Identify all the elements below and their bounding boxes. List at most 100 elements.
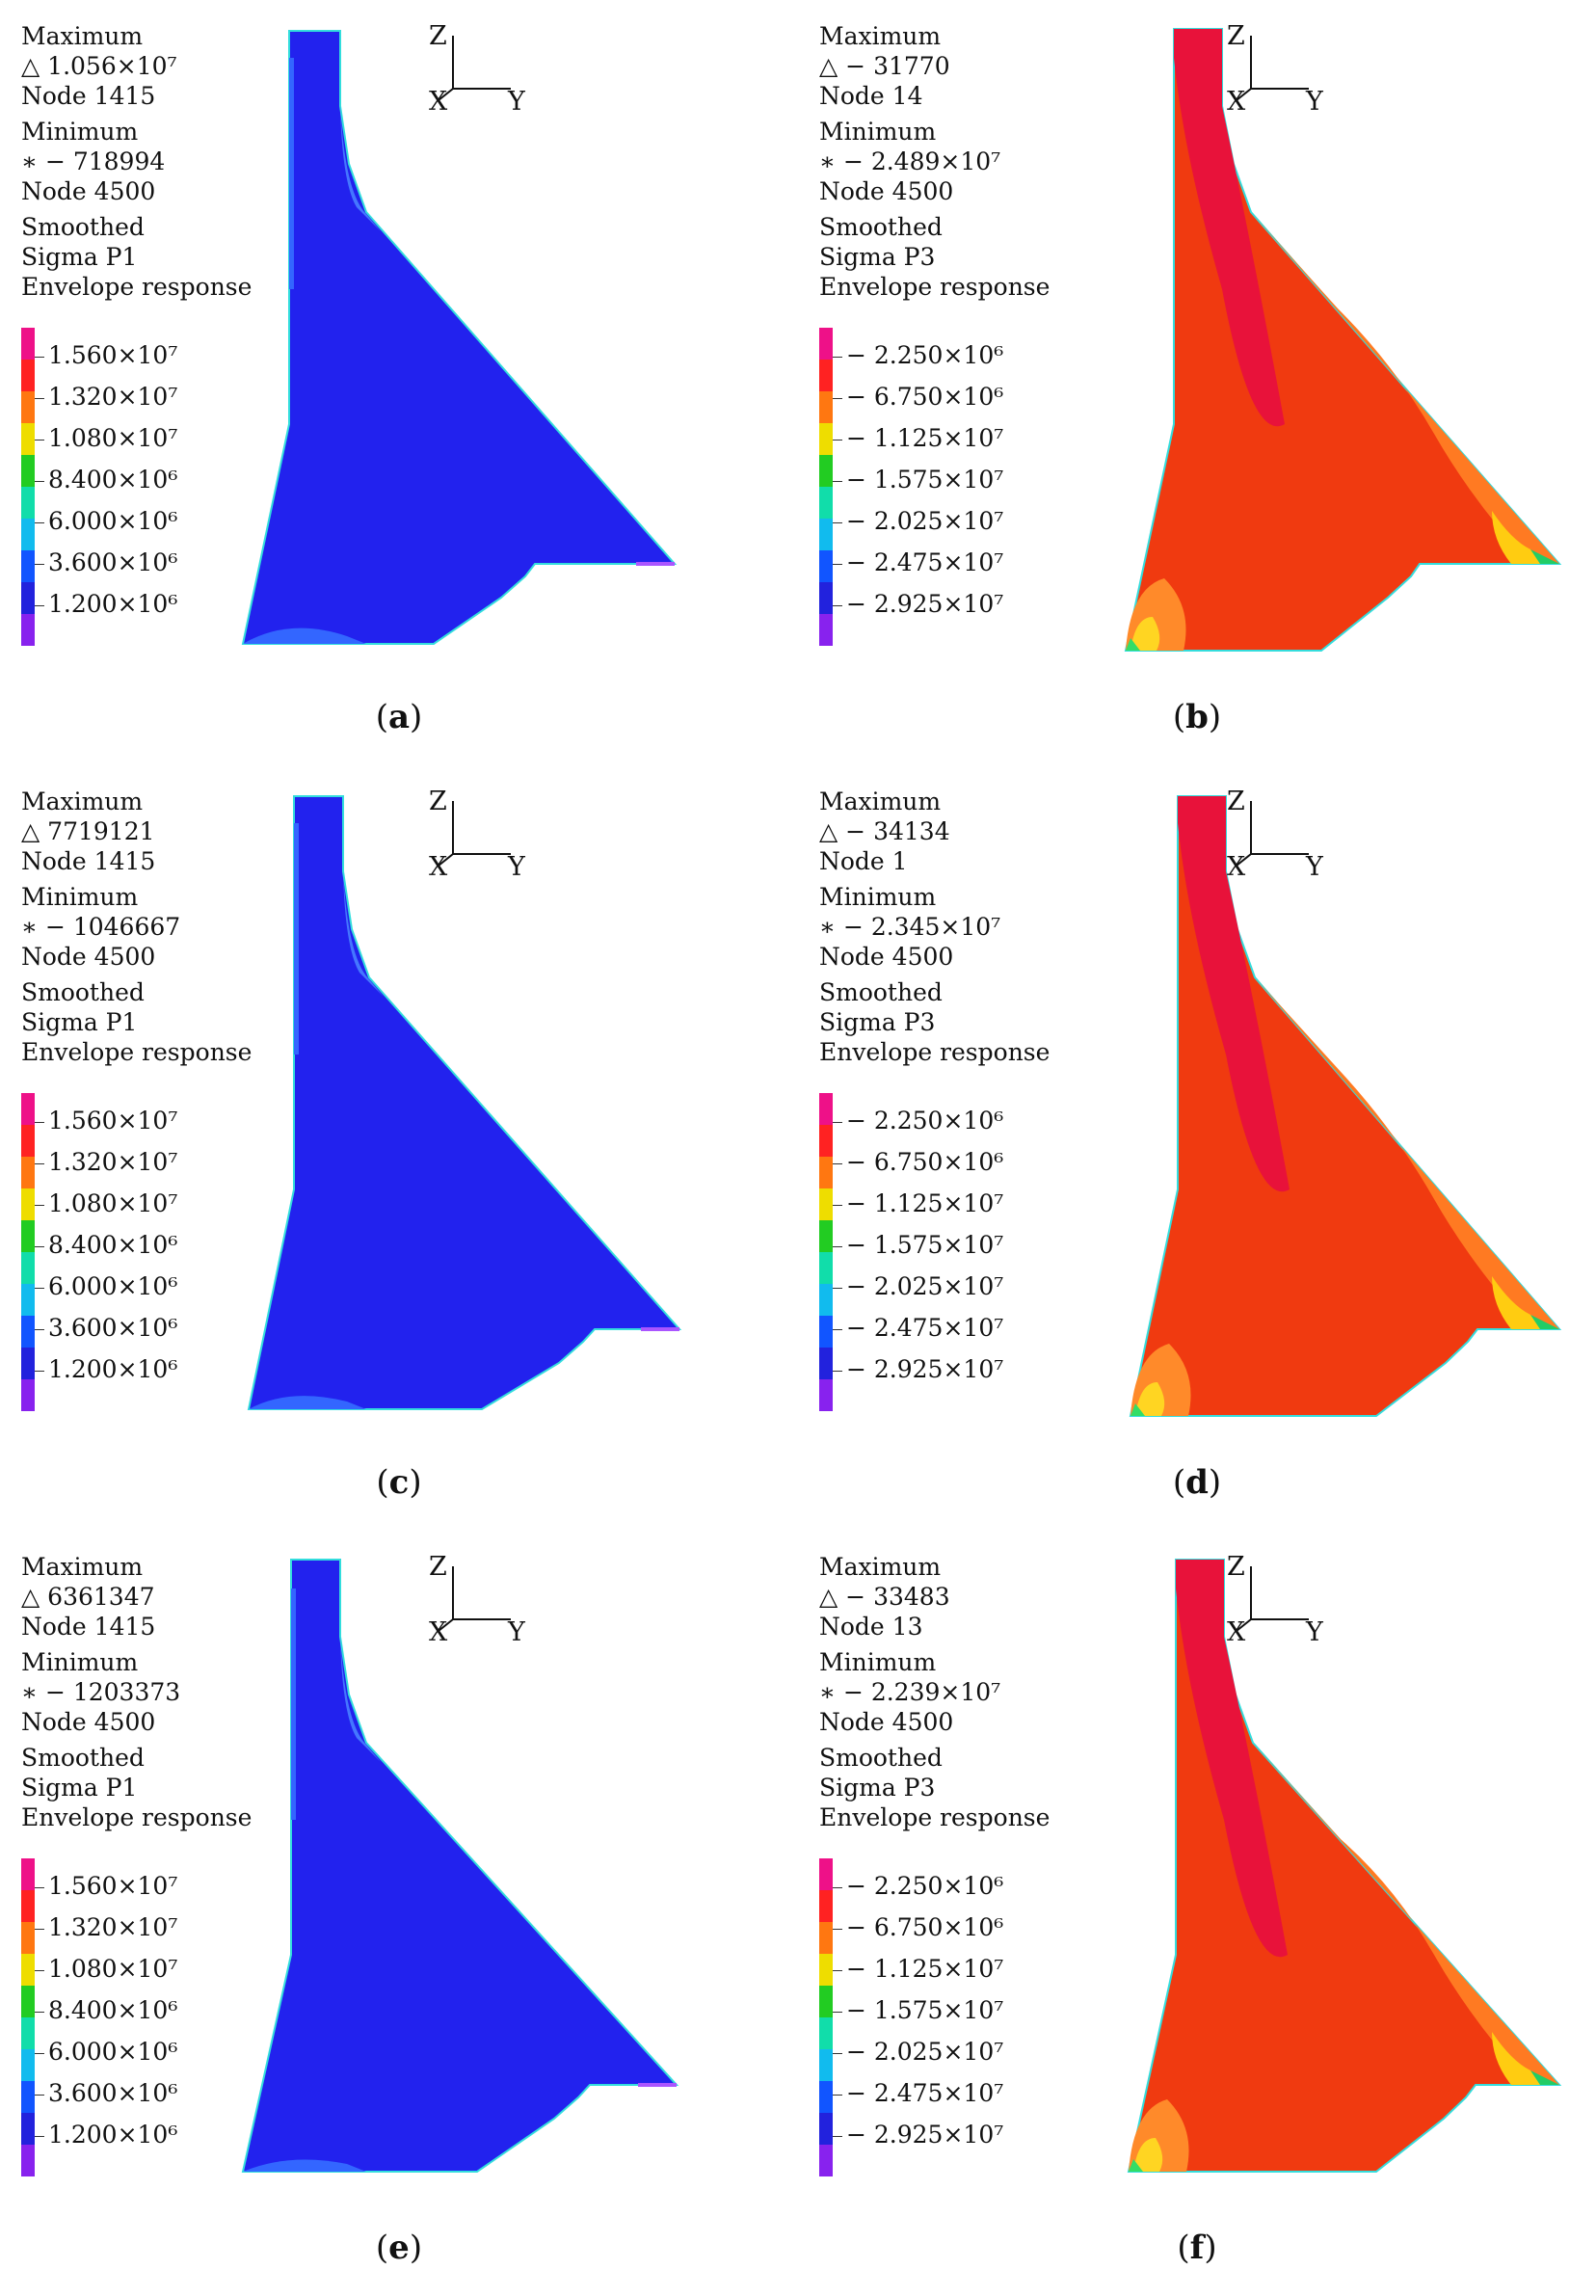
legend-label: − 2.250×10⁶ bbox=[846, 1107, 1004, 1135]
legend-label: − 2.025×10⁷ bbox=[846, 2038, 1004, 2067]
legend-tick bbox=[833, 1371, 842, 1372]
legend-color-bar bbox=[819, 1858, 833, 2176]
min-value: ∗ − 718994 bbox=[21, 147, 166, 175]
legend-label: − 1.125×10⁷ bbox=[846, 1189, 1004, 1218]
caption-close: ) bbox=[1208, 698, 1222, 736]
min-value: ∗ − 2.239×10⁷ bbox=[819, 1678, 1001, 1706]
legend-tick bbox=[833, 2012, 842, 2013]
legend-tick bbox=[35, 1929, 44, 1930]
legend-label: − 2.250×10⁶ bbox=[846, 341, 1004, 370]
desc-envelope: Envelope response bbox=[21, 1038, 253, 1066]
desc-sigma: Sigma P3 bbox=[819, 1008, 936, 1036]
legend-tick bbox=[35, 398, 44, 399]
axis-y-label: Y bbox=[508, 87, 525, 117]
max-value: △ − 31770 bbox=[819, 52, 950, 80]
panel-e: Maximum △ 6361347 Node 1415 Minimum ∗ − … bbox=[0, 1531, 798, 2296]
panel-caption: (f) bbox=[798, 2229, 1596, 2267]
legend-tick bbox=[35, 1288, 44, 1289]
legend-label: 8.400×10⁶ bbox=[48, 466, 178, 494]
legend-label: − 2.475×10⁷ bbox=[846, 548, 1004, 577]
desc-smoothed: Smoothed bbox=[21, 978, 145, 1006]
legend-tick bbox=[35, 2136, 44, 2137]
legend-tick bbox=[833, 1887, 842, 1888]
panel-c: Maximum △ 7719121 Node 1415 Minimum ∗ − … bbox=[0, 765, 798, 1531]
max-label: Maximum bbox=[21, 22, 144, 50]
dam-contour-p1 bbox=[241, 30, 678, 645]
dam-contour-p3 bbox=[1124, 28, 1562, 652]
legend-label: 1.560×10⁷ bbox=[48, 341, 178, 370]
legend-tick bbox=[833, 522, 842, 523]
max-value: △ − 33483 bbox=[819, 1583, 950, 1611]
axis-z-label: Z bbox=[429, 21, 447, 51]
legend-label: − 6.750×10⁶ bbox=[846, 383, 1004, 412]
legend-tick bbox=[35, 357, 44, 358]
info-block: Maximum △ − 33483 Node 13 Minimum ∗ − 2.… bbox=[819, 1552, 1050, 1832]
axis-triad: Z X Y bbox=[429, 21, 564, 127]
axis-triad-lines bbox=[438, 1566, 511, 1632]
min-label: Minimum bbox=[21, 883, 139, 911]
axis-x-label: X bbox=[1227, 852, 1246, 882]
axis-triad: Z X Y bbox=[1227, 21, 1362, 127]
legend-label: − 6.750×10⁶ bbox=[846, 1148, 1004, 1177]
legend-label: 1.560×10⁷ bbox=[48, 1872, 178, 1901]
caption-letter: c bbox=[388, 1463, 410, 1502]
max-value: △ 1.056×10⁷ bbox=[21, 52, 177, 80]
min-node: Node 4500 bbox=[819, 177, 954, 205]
legend-label: − 1.575×10⁷ bbox=[846, 1996, 1004, 2025]
legend-tick bbox=[35, 1970, 44, 1971]
axis-triad-lines bbox=[438, 36, 511, 101]
axis-y-label: Y bbox=[1306, 87, 1323, 117]
max-label: Maximum bbox=[21, 1553, 144, 1581]
desc-envelope: Envelope response bbox=[819, 1803, 1051, 1831]
max-value: △ 6361347 bbox=[21, 1583, 155, 1611]
legend-tick bbox=[833, 398, 842, 399]
caption-open: ( bbox=[375, 2229, 389, 2267]
min-node: Node 4500 bbox=[21, 943, 156, 971]
max-node: Node 13 bbox=[819, 1613, 923, 1641]
caption-letter: d bbox=[1185, 1463, 1209, 1502]
axis-triad-lines bbox=[1236, 36, 1309, 101]
legend-label: 6.000×10⁶ bbox=[48, 1272, 178, 1301]
legend-tick bbox=[833, 1288, 842, 1289]
legend-tick bbox=[35, 1887, 44, 1888]
legend-label: − 2.025×10⁷ bbox=[846, 1272, 1004, 1301]
caption-close: ) bbox=[409, 2229, 423, 2267]
legend-label: − 2.925×10⁷ bbox=[846, 1355, 1004, 1384]
axis-z-label: Z bbox=[429, 787, 447, 816]
axis-x-label: X bbox=[1227, 1617, 1246, 1647]
axis-triad: Z X Y bbox=[429, 787, 564, 893]
min-node: Node 4500 bbox=[819, 1708, 954, 1736]
desc-smoothed: Smoothed bbox=[21, 1744, 145, 1772]
axis-y-label: Y bbox=[1306, 852, 1323, 882]
legend-tick bbox=[35, 605, 44, 606]
axis-x-label: X bbox=[429, 1617, 448, 1647]
legend-tick bbox=[833, 1246, 842, 1247]
legend-label: 3.600×10⁶ bbox=[48, 1314, 178, 1343]
legend-tick bbox=[833, 1205, 842, 1206]
dam-contour-p3 bbox=[1127, 1559, 1562, 2173]
legend-tick bbox=[35, 564, 44, 565]
legend-label: 3.600×10⁶ bbox=[48, 548, 178, 577]
legend-tick bbox=[35, 481, 44, 482]
legend-tick bbox=[833, 605, 842, 606]
panel-b: Maximum △ − 31770 Node 14 Minimum ∗ − 2.… bbox=[798, 0, 1596, 765]
legend-tick bbox=[35, 2053, 44, 2054]
max-node: Node 1 bbox=[819, 847, 908, 875]
min-value: ∗ − 2.345×10⁷ bbox=[819, 913, 1001, 941]
axis-triad-lines bbox=[1236, 801, 1309, 867]
legend-label: 1.200×10⁶ bbox=[48, 1355, 178, 1384]
desc-envelope: Envelope response bbox=[21, 273, 253, 301]
desc-envelope: Envelope response bbox=[21, 1803, 253, 1831]
legend-tick bbox=[833, 2095, 842, 2096]
desc-sigma: Sigma P3 bbox=[819, 1774, 936, 1802]
panel-f: Maximum △ − 33483 Node 13 Minimum ∗ − 2.… bbox=[798, 1531, 1596, 2296]
caption-open: ( bbox=[1172, 1463, 1186, 1502]
legend-label: − 2.025×10⁷ bbox=[846, 507, 1004, 536]
legend-label: − 2.475×10⁷ bbox=[846, 2079, 1004, 2108]
caption-open: ( bbox=[375, 698, 388, 736]
legend-label: 1.320×10⁷ bbox=[48, 1148, 178, 1177]
legend-label: − 1.125×10⁷ bbox=[846, 1955, 1004, 1984]
axis-y-label: Y bbox=[508, 852, 525, 882]
min-label: Minimum bbox=[819, 883, 937, 911]
min-label: Minimum bbox=[21, 1648, 139, 1676]
